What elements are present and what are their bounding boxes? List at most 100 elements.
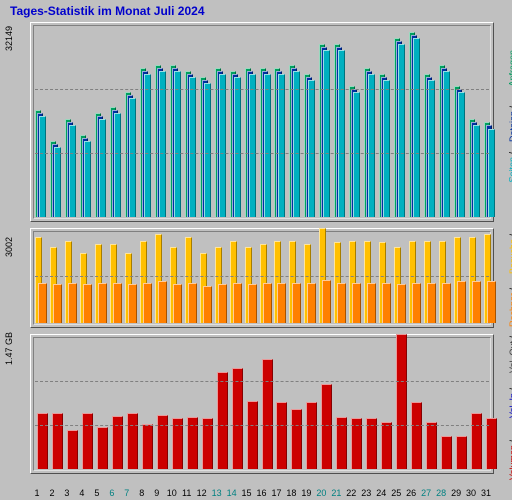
bar-rechner <box>412 283 421 323</box>
bar-volumen <box>37 413 48 469</box>
bar-volumen <box>396 334 407 469</box>
xlabel-day: 5 <box>90 488 104 498</box>
legend-seiten: Seiten / <box>508 152 512 183</box>
ytick-middle: 3002 <box>4 237 14 257</box>
bar-seiten <box>368 74 375 217</box>
panel-top <box>30 22 494 222</box>
bar-seiten <box>473 125 480 217</box>
bar-volumen <box>97 427 108 469</box>
legend-vol-in: Vol. In / <box>508 388 512 418</box>
bar-seiten <box>234 77 241 217</box>
xlabel-day: 13 <box>210 488 224 498</box>
bar-volumen <box>127 413 138 469</box>
bar-rechner <box>322 280 331 323</box>
bar-rechner <box>38 283 47 323</box>
xlabel-day: 21 <box>329 488 343 498</box>
bar-seiten <box>174 71 181 217</box>
legend-rechner: Rechner / <box>508 288 512 327</box>
bar-volumen <box>217 372 228 469</box>
bar-seiten <box>293 71 300 217</box>
bar-rechner <box>188 283 197 323</box>
xlabel-day: 12 <box>195 488 209 498</box>
xlabel-day: 8 <box>135 488 149 498</box>
xlabel-day: 22 <box>344 488 358 498</box>
bar-seiten <box>308 80 315 217</box>
xlabel-day: 7 <box>120 488 134 498</box>
ytick-bottom: 1.47 GB <box>4 332 14 365</box>
bar-rechner <box>457 281 466 323</box>
bar-seiten <box>413 38 420 217</box>
bar-rechner <box>472 281 481 323</box>
xlabel-day: 17 <box>269 488 283 498</box>
bar-seiten <box>39 116 46 217</box>
bar-volumen <box>411 402 422 469</box>
bar-seiten <box>428 80 435 217</box>
bar-seiten <box>443 71 450 217</box>
xlabel-day: 26 <box>404 488 418 498</box>
xlabel-day: 28 <box>434 488 448 498</box>
bar-seiten <box>204 83 211 217</box>
bar-volumen <box>321 384 332 469</box>
panel-middle <box>30 228 494 328</box>
bar-seiten <box>159 71 166 217</box>
legend-vol-out: Vol. Out / <box>508 336 512 373</box>
bar-rechner <box>143 283 152 323</box>
bar-seiten <box>54 147 61 217</box>
xlabel-day: 2 <box>45 488 59 498</box>
bar-volumen <box>262 359 273 469</box>
bar-rechner <box>442 283 451 323</box>
xlabel-day: 25 <box>389 488 403 498</box>
bar-volumen <box>247 401 258 469</box>
xlabel-day: 6 <box>105 488 119 498</box>
bar-seiten <box>69 125 76 217</box>
bar-rechner <box>53 284 62 323</box>
bar-seiten <box>144 74 151 217</box>
xlabel-day: 18 <box>284 488 298 498</box>
chart-title: Tages-Statistik im Monat Juli 2024 <box>10 4 205 18</box>
bar-rechner <box>98 283 107 323</box>
bar-rechner <box>307 283 316 323</box>
legend-besuche: Besuche / <box>508 234 512 274</box>
bar-volumen <box>381 422 392 469</box>
xlabel-day: 11 <box>180 488 194 498</box>
xlabel-day: 29 <box>449 488 463 498</box>
bar-seiten <box>458 92 465 217</box>
bar-rechner <box>68 283 77 323</box>
bar-seiten <box>353 92 360 217</box>
ytick-top: 32149 <box>4 26 14 51</box>
bar-rechner <box>487 281 496 323</box>
bar-rechner <box>337 283 346 323</box>
xlabel-day: 19 <box>299 488 313 498</box>
bar-seiten <box>219 74 226 217</box>
legend-dateien: Dateien / <box>508 106 512 142</box>
xlabel-day: 16 <box>255 488 269 498</box>
bar-volumen <box>157 415 168 469</box>
bar-rechner <box>397 284 406 323</box>
xlabel-day: 24 <box>374 488 388 498</box>
bar-seiten <box>99 119 106 217</box>
xlabel-day: 14 <box>225 488 239 498</box>
xlabel-day: 31 <box>479 488 493 498</box>
legend-volumen: Volumen / <box>508 440 512 480</box>
bar-rechner <box>427 283 436 323</box>
bar-seiten <box>114 113 121 217</box>
bar-rechner <box>203 286 212 323</box>
bar-rechner <box>352 283 361 323</box>
bar-seiten <box>264 74 271 217</box>
bar-volumen <box>456 436 467 469</box>
bar-volumen <box>291 409 302 469</box>
xlabel-day: 4 <box>75 488 89 498</box>
xlabel-day: 1 <box>30 488 44 498</box>
bar-rechner <box>158 281 167 323</box>
xlabel-day: 3 <box>60 488 74 498</box>
xlabel-day: 9 <box>150 488 164 498</box>
bar-volumen <box>306 402 317 469</box>
bar-volumen <box>67 430 78 469</box>
bar-volumen <box>52 413 63 469</box>
bar-seiten <box>249 74 256 217</box>
legend-anfragen: Anfragen <box>508 50 512 87</box>
chart-container: Tages-Statistik im Monat Juli 2024 32149… <box>0 0 512 500</box>
xlabel-day: 27 <box>419 488 433 498</box>
xlabel-day: 20 <box>314 488 328 498</box>
bar-volumen <box>82 413 93 469</box>
